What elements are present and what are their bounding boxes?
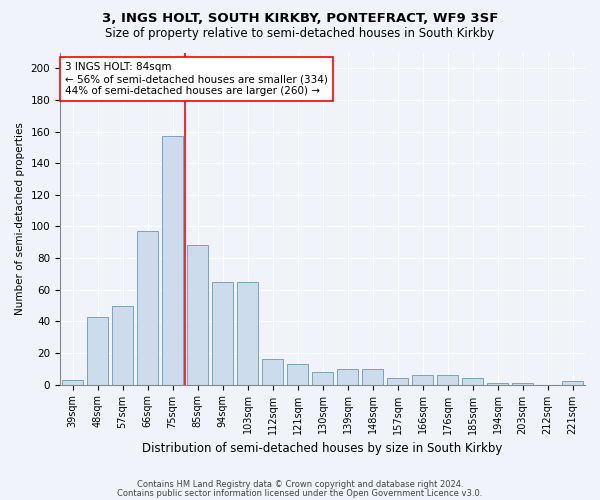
- Bar: [337, 369, 358, 384]
- Bar: [262, 360, 283, 384]
- Bar: [162, 136, 183, 384]
- Text: 3, INGS HOLT, SOUTH KIRKBY, PONTEFRACT, WF9 3SF: 3, INGS HOLT, SOUTH KIRKBY, PONTEFRACT, …: [102, 12, 498, 26]
- Bar: [362, 369, 383, 384]
- Bar: [187, 246, 208, 384]
- Bar: [487, 383, 508, 384]
- Text: Contains public sector information licensed under the Open Government Licence v3: Contains public sector information licen…: [118, 488, 482, 498]
- Bar: [412, 375, 433, 384]
- Bar: [462, 378, 483, 384]
- Text: 3 INGS HOLT: 84sqm
← 56% of semi-detached houses are smaller (334)
44% of semi-d: 3 INGS HOLT: 84sqm ← 56% of semi-detache…: [65, 62, 328, 96]
- Text: Contains HM Land Registry data © Crown copyright and database right 2024.: Contains HM Land Registry data © Crown c…: [137, 480, 463, 489]
- Bar: [62, 380, 83, 384]
- Bar: [112, 306, 133, 384]
- Bar: [387, 378, 408, 384]
- Text: Size of property relative to semi-detached houses in South Kirkby: Size of property relative to semi-detach…: [106, 28, 494, 40]
- Bar: [562, 382, 583, 384]
- Y-axis label: Number of semi-detached properties: Number of semi-detached properties: [15, 122, 25, 315]
- X-axis label: Distribution of semi-detached houses by size in South Kirkby: Distribution of semi-detached houses by …: [142, 442, 503, 455]
- Bar: [87, 316, 108, 384]
- Bar: [212, 282, 233, 384]
- Bar: [287, 364, 308, 384]
- Bar: [512, 383, 533, 384]
- Bar: [137, 231, 158, 384]
- Bar: [237, 282, 258, 384]
- Bar: [437, 375, 458, 384]
- Bar: [312, 372, 333, 384]
